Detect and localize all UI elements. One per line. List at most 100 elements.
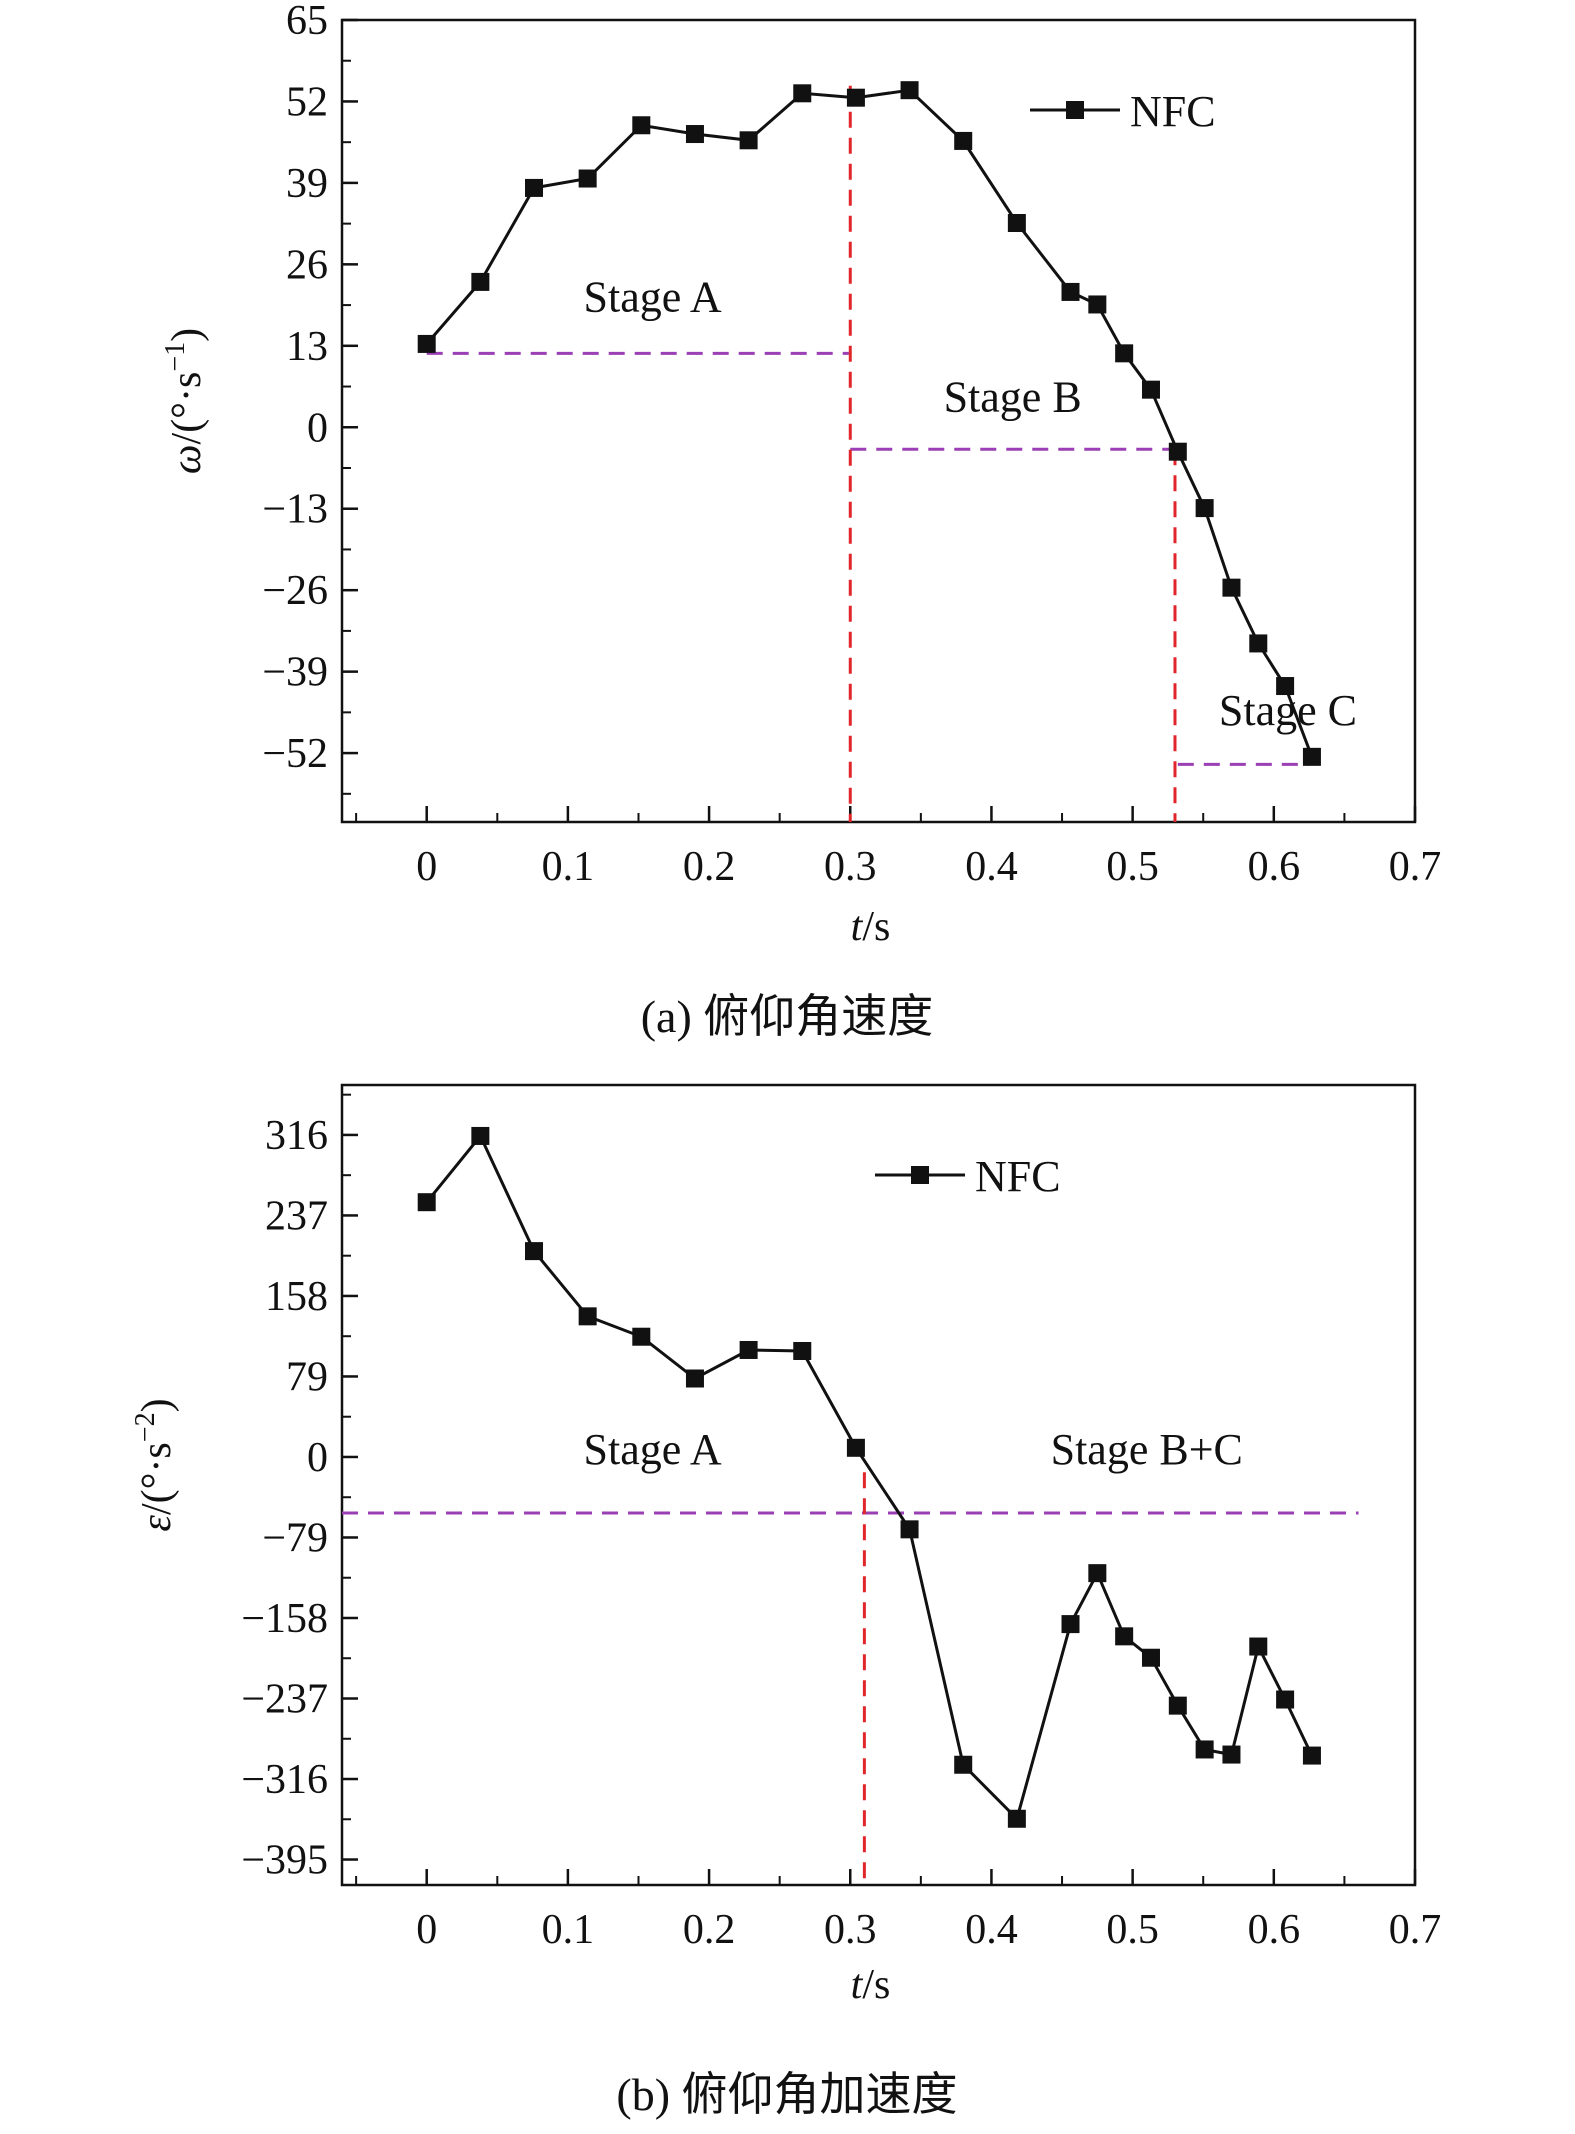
series-line-nfc (425, 1133, 1314, 1822)
data-point (1115, 1627, 1134, 1646)
legend-label: NFC (1130, 87, 1216, 136)
y-tick-label: −26 (262, 568, 328, 614)
y-axis-variable: ε (134, 1515, 180, 1532)
x-tick-label: 0.6 (1248, 844, 1301, 890)
x-tick-label: 0.7 (1389, 844, 1442, 890)
data-point (1088, 295, 1107, 314)
x-tick-label: 0 (416, 1907, 437, 1953)
y-tick-label: −13 (262, 487, 328, 533)
x-axis-variable: t (851, 904, 864, 950)
y-axis-unit: /(°·s (164, 372, 210, 445)
y-tick-label: 13 (286, 324, 328, 370)
plot-frame (340, 1083, 1417, 1887)
x-tick-label: 0.2 (683, 844, 736, 890)
data-point (578, 1307, 597, 1326)
x-tick-label: 0.4 (965, 844, 1018, 890)
data-point (1007, 214, 1026, 233)
y-axis-title: ω/(°·s−1) (160, 328, 210, 474)
chart-angular-velocity: 0 0.1 0.2 0.3 0.4 0.5 0.6 0.7 65 52 39 26 13 0 −13 −26 −… (160, 0, 1441, 1042)
y-axis-exponent: −2 (130, 1412, 161, 1442)
data-point (578, 169, 597, 188)
y-axis-unit: /(°·s (134, 1442, 180, 1515)
data-point (793, 1341, 812, 1360)
data-point (1141, 380, 1160, 399)
data-point (1276, 677, 1295, 696)
data-point (846, 88, 865, 107)
data-point (739, 1340, 758, 1359)
x-tick-label: 0.4 (965, 1907, 1018, 1953)
data-point (525, 178, 544, 197)
data-point (954, 1755, 973, 1774)
x-tick-label: 0.5 (1106, 844, 1159, 890)
y-axis-variable: ω (164, 444, 210, 474)
data-point (1061, 282, 1080, 301)
stage-label: Stage B+C (1051, 1425, 1243, 1474)
data-point (685, 125, 704, 144)
y-tick-label: −52 (262, 731, 328, 777)
data-point (417, 1193, 436, 1212)
x-axis-variable: t (851, 1962, 864, 2008)
figure-caption: (a) 俯仰角速度 (641, 991, 934, 1042)
x-tick-label: 0.2 (683, 1907, 736, 1953)
data-point (954, 131, 973, 150)
x-tick-label: 0.6 (1248, 1907, 1301, 1953)
stage-label: Stage A (584, 1425, 722, 1474)
y-axis-close: ) (164, 328, 210, 342)
legend-label: NFC (975, 1152, 1061, 1201)
y-tick-label: −395 (241, 1838, 328, 1884)
data-point (1276, 1690, 1295, 1709)
legend-marker (911, 1166, 929, 1184)
x-tick-label: 0.3 (824, 1907, 877, 1953)
y-axis-title: ε/(°·s−2) (130, 1398, 180, 1531)
y-tick-label: 79 (286, 1354, 328, 1400)
y-tick-label: 52 (286, 79, 328, 125)
y-tick-label: −158 (241, 1596, 328, 1642)
x-tick-label: 0.7 (1389, 1907, 1442, 1953)
data-point (1222, 578, 1241, 597)
x-tick-label: 0.5 (1106, 1907, 1159, 1953)
legend-marker (1066, 101, 1084, 119)
data-point (900, 81, 919, 100)
y-tick-label: 0 (307, 405, 328, 451)
stage-label: Stage A (584, 272, 722, 321)
y-tick-label: −39 (262, 650, 328, 696)
data-point (1168, 442, 1187, 461)
x-tick-label: 0 (416, 844, 437, 890)
x-tick-label: 0.3 (824, 844, 877, 890)
y-tick-label: 158 (265, 1274, 328, 1320)
x-tick-label: 0.1 (542, 844, 595, 890)
y-tick-label: −79 (262, 1515, 328, 1561)
data-point (1061, 1615, 1080, 1634)
data-point (1168, 1696, 1187, 1715)
data-point (685, 1369, 704, 1388)
plot-frame (340, 18, 1417, 824)
data-point (1249, 1637, 1268, 1656)
data-point (1007, 1809, 1026, 1828)
data-point (471, 272, 490, 291)
data-point (739, 131, 758, 150)
chart-angular-acceleration: 0 0.1 0.2 0.3 0.4 0.5 0.6 0.7 316 237 158 79 0 −79 −15… (130, 1083, 1442, 2120)
y-axis-exponent: −1 (160, 342, 191, 372)
series-line-nfc (425, 88, 1314, 758)
y-axis-close: ) (134, 1398, 180, 1412)
data-point (1115, 344, 1134, 363)
data-point (1249, 634, 1268, 653)
data-point (1302, 747, 1321, 766)
data-point (793, 84, 812, 103)
data-point (1222, 1745, 1241, 1764)
data-point (632, 116, 651, 135)
data-point (471, 1126, 490, 1145)
data-point (525, 1242, 544, 1261)
x-axis-unit: /s (862, 904, 890, 950)
data-point (1195, 499, 1214, 518)
data-point (1088, 1564, 1107, 1583)
x-axis-title: t/s (851, 904, 891, 950)
y-tick-label: 0 (307, 1435, 328, 1481)
data-point (1141, 1648, 1160, 1667)
data-point (900, 1520, 919, 1539)
y-tick-label: 316 (265, 1113, 328, 1159)
x-tick-label: 0.1 (542, 1907, 595, 1953)
data-point (846, 1438, 865, 1457)
y-tick-label: 237 (265, 1193, 328, 1239)
